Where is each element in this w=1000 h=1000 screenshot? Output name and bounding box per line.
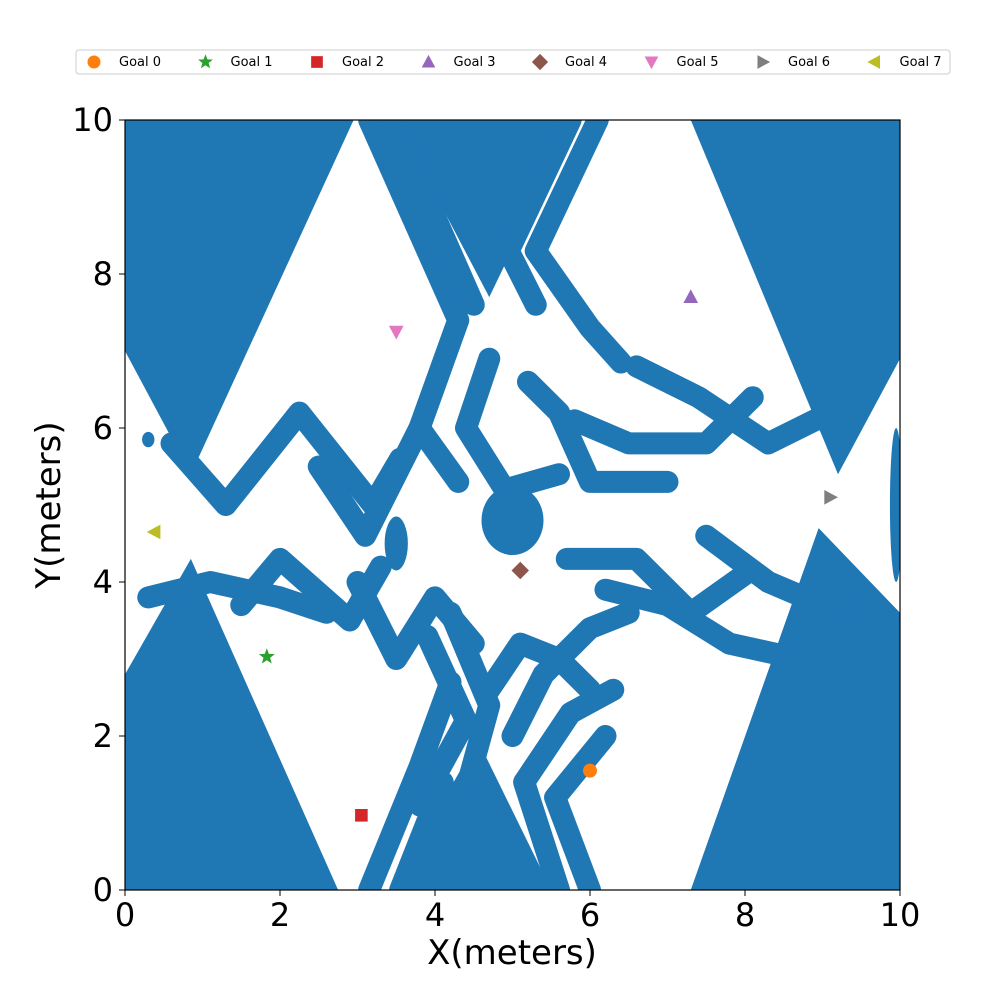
legend-label-6: Goal 6 — [788, 55, 830, 70]
plot-area — [125, 120, 900, 890]
obstacle-region-0 — [125, 120, 354, 475]
obstacle-wall-0 — [358, 120, 470, 439]
goal-3-point — [683, 289, 699, 304]
goal-4-point — [511, 561, 529, 580]
goal-2-point — [355, 809, 368, 822]
obstacle-wall-6 — [455, 347, 570, 501]
obstacle-blob-1 — [384, 516, 408, 571]
obstacle-region-3 — [125, 558, 339, 890]
legend-marker-5 — [644, 56, 659, 70]
obstacle-wall-5 — [307, 417, 470, 547]
plot-frame — [124, 119, 901, 891]
legend-label-1: Goal 1 — [231, 55, 273, 70]
legend-frame — [75, 49, 951, 75]
x-axis-title: X(meters) — [427, 933, 597, 973]
obstacle-wall-22 — [358, 671, 462, 890]
y-tick-label: 10 — [72, 101, 113, 139]
legend-label-4: Goal 4 — [565, 55, 607, 70]
legend-marker-7 — [867, 55, 881, 69]
obstacle-blob-0 — [481, 485, 544, 556]
goal-6-point — [824, 489, 838, 505]
obstacle-wall-13 — [478, 632, 601, 701]
y-tick-label: 6 — [93, 409, 113, 447]
legend-marker-4 — [531, 53, 549, 71]
x-tick-label: 2 — [270, 896, 290, 934]
obstacle-wall-2 — [524, 120, 632, 374]
legend-label-2: Goal 2 — [342, 55, 384, 70]
legend-label-0: Goal 0 — [119, 55, 161, 70]
goal-5-point — [388, 325, 404, 340]
obstacle-wall-9 — [625, 355, 842, 455]
y-tick-label: 8 — [93, 255, 113, 293]
axes: 0 2 4 6 8 10 0 2 4 6 8 10 — [72, 101, 920, 934]
y-tick-label: 2 — [93, 717, 113, 755]
legend-marker-0 — [87, 55, 101, 69]
obstacle-region-2 — [690, 120, 900, 475]
y-tick-label: 0 — [93, 871, 113, 909]
obstacle-wall-16 — [594, 578, 811, 670]
obstacle-blob-2 — [142, 431, 155, 448]
legend-marker-3 — [421, 54, 436, 68]
obstacle-wall-17 — [695, 524, 880, 624]
obstacle-wall-1 — [381, 120, 485, 316]
y-axis-title: Y(meters) — [29, 421, 69, 589]
legend-label-5: Goal 5 — [677, 55, 719, 70]
y-tick-label: 4 — [93, 563, 113, 601]
obstacle-blob-3 — [889, 428, 900, 582]
legend: Goal 0 Goal 1 Goal 2 Goal 3 Goal 4 Goal 5 Goal… — [75, 49, 951, 75]
obstacle-region-4 — [392, 739, 552, 890]
legend-marker-6 — [757, 55, 771, 69]
legend-marker-1 — [198, 54, 213, 69]
obstacle-wall-20 — [513, 678, 625, 890]
obstacle-region-1 — [396, 120, 575, 298]
x-tick-label: 4 — [425, 896, 445, 934]
obstacle-wall-3 — [497, 120, 582, 316]
goal-0-point — [583, 763, 597, 778]
x-tick-label: 8 — [735, 896, 755, 934]
obstacle-wall-23 — [389, 771, 454, 890]
obstacle-wall-21 — [544, 725, 617, 890]
goal-7-point — [146, 524, 161, 540]
goal-1-point — [258, 648, 275, 664]
obstacle-wall-15 — [555, 547, 756, 624]
x-tick-label: 6 — [580, 896, 600, 934]
legend-label-7: Goal 7 — [900, 55, 942, 70]
obstacle-wall-7 — [517, 370, 679, 493]
obstacle-wall-14 — [501, 601, 640, 747]
obstacle-wall-18 — [439, 601, 501, 801]
x-tick-label: 10 — [880, 896, 921, 934]
legend-marker-2 — [311, 56, 323, 68]
legend-label-3: Goal 3 — [454, 55, 496, 70]
x-tick-label: 0 — [115, 896, 135, 934]
